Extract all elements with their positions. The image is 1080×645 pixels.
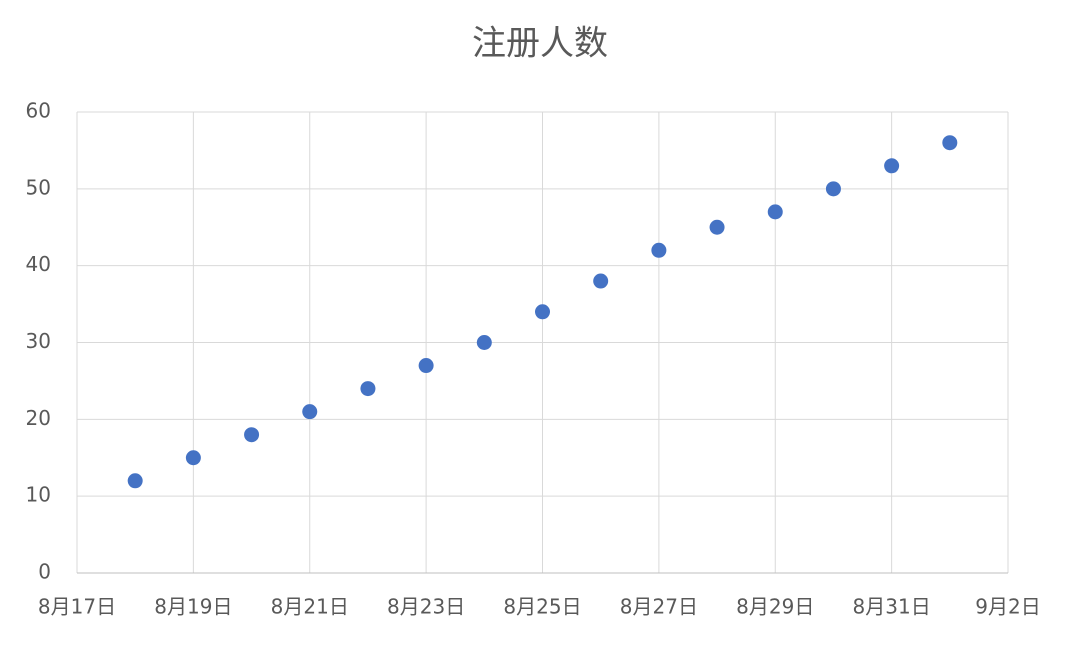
y-tick-label: 40 [26,252,51,276]
point [942,135,958,151]
point [535,304,550,320]
x-tick-label: 8月17日 [38,595,116,619]
point [476,335,492,350]
point [418,358,434,374]
x-tick-label: 8月25日 [503,595,581,619]
x-tick-label: 9月2日 [975,595,1040,619]
point [825,181,841,197]
y-tick-label: 50 [26,175,51,199]
y-tick-label: 60 [26,99,51,123]
y-tick-label: 10 [26,483,51,507]
x-tick-label: 8月27日 [620,595,698,619]
chart-title: 注册人数 [472,24,608,64]
point [360,381,376,397]
y-tick-label: 0 [38,560,51,584]
point [767,204,783,220]
point [593,273,609,289]
x-tick-label: 8月29日 [736,595,814,619]
point [244,427,260,443]
point [302,404,318,420]
x-tick-label: 8月31日 [853,595,931,619]
y-tick-label: 30 [26,329,51,353]
x-tick-label: 8月19日 [154,595,232,619]
point [651,242,667,258]
x-tick-label: 8月21日 [271,595,349,619]
point [127,473,143,489]
point [884,158,900,174]
point [709,219,725,235]
y-tick-label: 20 [26,406,51,430]
point [185,450,201,466]
x-tick-label: 8月23日 [387,595,465,619]
